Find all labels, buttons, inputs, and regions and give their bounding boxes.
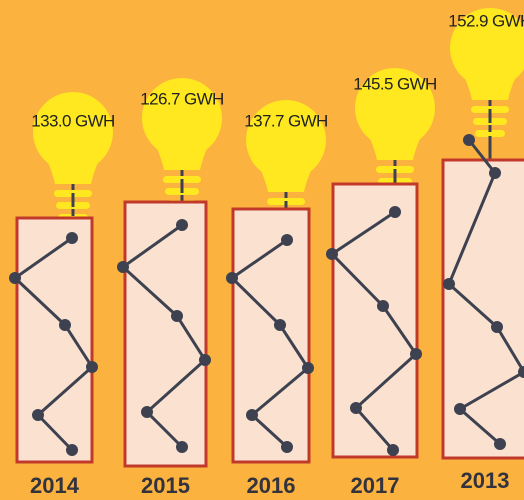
zigzag <box>329 210 418 451</box>
bulb-neck <box>47 160 99 184</box>
bulb <box>246 100 326 180</box>
dot <box>443 278 455 290</box>
dot <box>9 272 21 284</box>
value-label: 152.9 GWH <box>448 11 524 30</box>
dot <box>117 261 129 273</box>
dot <box>326 248 338 260</box>
bulb-screw <box>475 130 505 137</box>
dot <box>389 206 401 218</box>
bulb-column: 145.5 GWH 2017 <box>326 68 437 498</box>
dot <box>226 272 238 284</box>
bulb-column: 152.9 GWH 2013 <box>441 8 524 493</box>
dot <box>66 444 78 456</box>
bulb-neck <box>260 168 312 192</box>
dot <box>302 362 314 374</box>
dot <box>377 300 389 312</box>
dot <box>387 444 399 456</box>
year-label: 2013 <box>461 468 510 493</box>
dot <box>176 219 188 231</box>
value-label: 145.5 GWH <box>353 74 436 93</box>
dot <box>141 406 153 418</box>
year-label: 2017 <box>351 473 400 498</box>
zigzag <box>120 223 207 449</box>
dot <box>199 354 211 366</box>
year-label: 2014 <box>30 473 80 498</box>
year-label: 2016 <box>247 473 296 498</box>
dot <box>171 310 183 322</box>
dot <box>176 441 188 453</box>
bulb <box>33 92 113 172</box>
dot <box>281 234 293 246</box>
bulb-column: 126.7 GWH 2015 <box>117 78 224 498</box>
dot <box>454 403 466 415</box>
box <box>15 216 94 464</box>
bulb <box>355 68 435 148</box>
year-label: 2015 <box>141 473 190 498</box>
dot <box>463 134 475 146</box>
dot <box>32 409 44 421</box>
bulb-column: 137.7 GWH 2016 <box>226 100 328 498</box>
zigzag <box>229 238 310 449</box>
dot <box>281 441 293 453</box>
zigzag <box>12 236 94 452</box>
dot <box>86 361 98 373</box>
dot <box>489 167 501 179</box>
dot <box>59 319 71 331</box>
dot <box>518 366 524 378</box>
value-label: 126.7 GWH <box>140 89 223 108</box>
dot <box>274 319 286 331</box>
box <box>123 200 208 468</box>
bulb <box>142 78 222 158</box>
dot <box>494 438 506 450</box>
bulb <box>450 8 524 88</box>
dot <box>410 348 422 360</box>
box <box>331 182 419 459</box>
dot <box>66 232 78 244</box>
bulb-neck <box>156 146 208 170</box>
bulb-column: 133.0 GWH 2014 <box>9 92 115 498</box>
bulb-neck <box>464 76 516 100</box>
box <box>231 207 311 464</box>
bulb-neck <box>369 136 421 160</box>
value-label: 133.0 GWH <box>31 111 114 130</box>
box <box>441 158 524 460</box>
dot <box>491 321 503 333</box>
dot <box>350 402 362 414</box>
dot <box>246 409 258 421</box>
value-label: 137.7 GWH <box>244 111 327 130</box>
